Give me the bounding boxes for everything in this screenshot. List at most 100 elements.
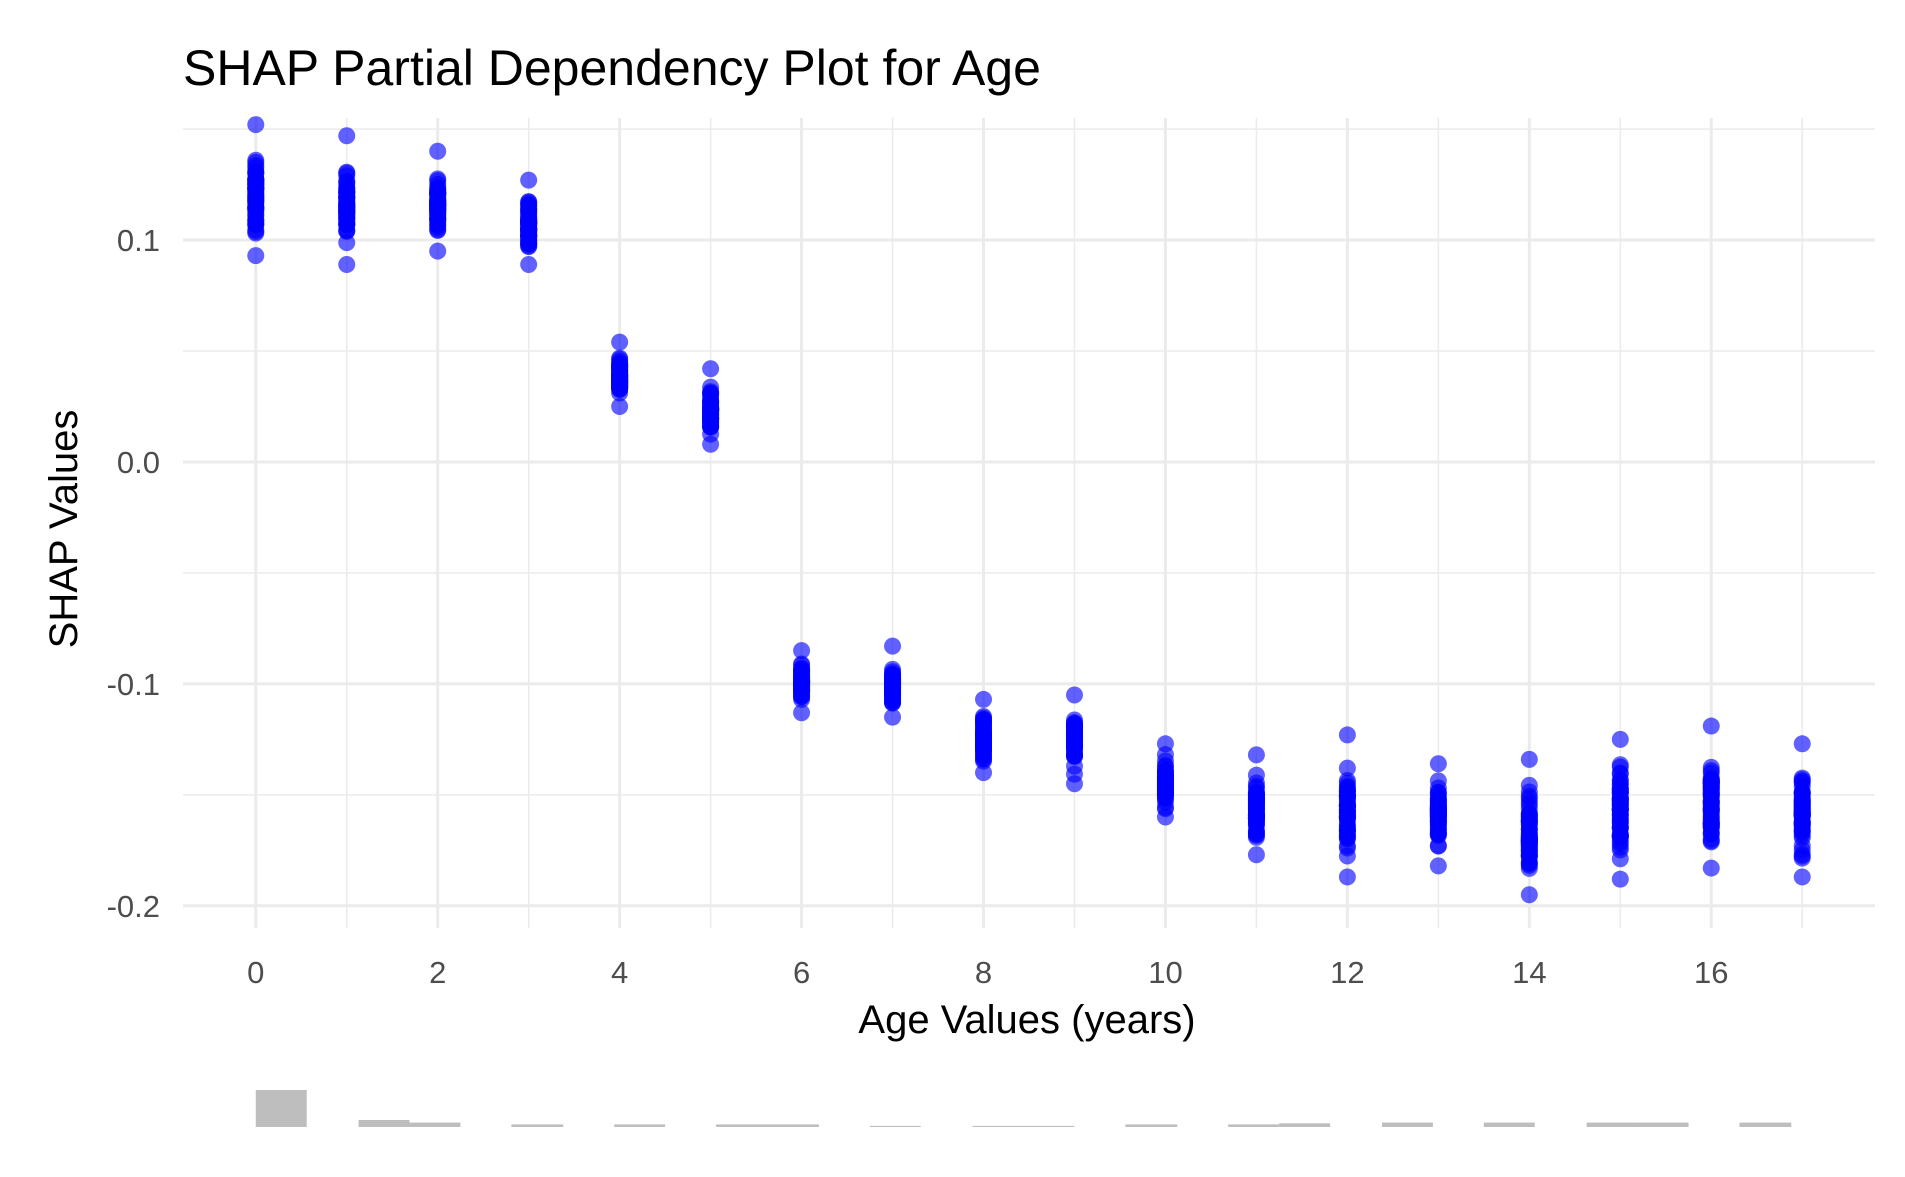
x-tick-label: 14 bbox=[1512, 955, 1546, 990]
data-point bbox=[1429, 820, 1447, 838]
histogram-bar bbox=[1279, 1123, 1331, 1127]
x-tick-label: 2 bbox=[429, 955, 446, 990]
data-point bbox=[247, 224, 265, 242]
point-column-age-9 bbox=[1065, 686, 1083, 793]
data-point bbox=[338, 198, 356, 216]
data-point bbox=[520, 255, 538, 273]
point-column-age-15 bbox=[1611, 730, 1629, 888]
data-point bbox=[884, 675, 902, 693]
data-point bbox=[247, 156, 265, 174]
data-point bbox=[1338, 726, 1356, 744]
data-point bbox=[1702, 833, 1720, 851]
data-point bbox=[1611, 780, 1629, 798]
data-point bbox=[702, 384, 720, 402]
data-point bbox=[1247, 815, 1265, 833]
histogram-bar bbox=[767, 1124, 819, 1127]
data-point bbox=[1247, 846, 1265, 864]
point-column-age-0 bbox=[247, 116, 265, 265]
histogram-bar bbox=[1381, 1122, 1433, 1127]
point-column-age-1 bbox=[338, 127, 356, 273]
data-point bbox=[884, 637, 902, 655]
data-point bbox=[1338, 759, 1356, 777]
data-point bbox=[1247, 787, 1265, 805]
data-point bbox=[1520, 827, 1538, 845]
data-point bbox=[1611, 756, 1629, 774]
age-histogram bbox=[255, 1090, 1792, 1127]
data-point bbox=[1338, 868, 1356, 886]
data-point bbox=[1429, 857, 1447, 875]
y-tick-label: 0.1 bbox=[117, 223, 160, 258]
point-column-age-7 bbox=[884, 637, 902, 726]
data-point bbox=[1429, 837, 1447, 855]
data-point bbox=[975, 728, 993, 746]
data-point bbox=[611, 367, 629, 385]
y-tick-label: -0.1 bbox=[107, 667, 160, 702]
histogram-bar bbox=[869, 1125, 921, 1127]
point-column-age-16 bbox=[1702, 717, 1720, 877]
data-point bbox=[1520, 854, 1538, 872]
point-column-age-6 bbox=[793, 642, 811, 722]
data-point bbox=[1702, 795, 1720, 813]
histogram-bar bbox=[511, 1124, 564, 1127]
data-point bbox=[520, 171, 538, 189]
data-point bbox=[1611, 730, 1629, 748]
data-point bbox=[1793, 847, 1811, 865]
histogram-bar bbox=[1637, 1122, 1689, 1127]
data-point bbox=[1429, 807, 1447, 825]
data-point bbox=[793, 677, 811, 695]
data-point bbox=[1338, 807, 1356, 825]
data-point bbox=[1065, 728, 1083, 746]
data-point bbox=[1611, 850, 1629, 868]
data-point bbox=[1338, 782, 1356, 800]
data-points bbox=[247, 116, 1811, 904]
y-tick-label: 0.0 bbox=[117, 445, 160, 480]
data-point bbox=[1429, 755, 1447, 773]
histogram-bar bbox=[1023, 1125, 1075, 1127]
data-point bbox=[1247, 746, 1265, 764]
point-column-age-8 bbox=[975, 690, 993, 782]
data-point bbox=[1611, 826, 1629, 844]
data-point bbox=[1247, 800, 1265, 818]
point-column-age-10 bbox=[1156, 735, 1174, 826]
histogram-bar bbox=[614, 1124, 666, 1127]
data-point bbox=[429, 197, 447, 215]
histogram-bar bbox=[716, 1124, 768, 1127]
data-point bbox=[1611, 870, 1629, 888]
histogram-bar bbox=[409, 1122, 461, 1127]
data-point bbox=[1065, 686, 1083, 704]
data-point bbox=[1429, 772, 1447, 790]
data-point bbox=[975, 690, 993, 708]
point-column-age-11 bbox=[1247, 746, 1265, 864]
data-point bbox=[429, 142, 447, 160]
data-point bbox=[1702, 814, 1720, 832]
data-point bbox=[611, 356, 629, 374]
data-point bbox=[1611, 805, 1629, 823]
x-tick-label: 0 bbox=[247, 955, 264, 990]
x-tick-label: 8 bbox=[975, 955, 992, 990]
data-point bbox=[611, 397, 629, 415]
data-point bbox=[702, 425, 720, 443]
data-point bbox=[520, 226, 538, 244]
data-point bbox=[1793, 868, 1811, 886]
x-axis-ticks: 0 2 4 6 8 10 12 14 16 bbox=[247, 955, 1728, 990]
data-point bbox=[1156, 788, 1174, 806]
y-tick-label: -0.2 bbox=[107, 889, 160, 924]
data-point bbox=[338, 127, 356, 145]
data-point bbox=[1793, 805, 1811, 823]
histogram-bar bbox=[1739, 1122, 1792, 1127]
data-point bbox=[338, 216, 356, 234]
data-point bbox=[1793, 829, 1811, 847]
data-point bbox=[793, 642, 811, 660]
data-point bbox=[1520, 812, 1538, 830]
histogram-bar bbox=[255, 1090, 307, 1127]
data-point bbox=[1247, 766, 1265, 784]
data-point bbox=[1338, 847, 1356, 865]
point-column-age-2 bbox=[429, 142, 447, 260]
data-point bbox=[429, 242, 447, 260]
x-tick-label: 10 bbox=[1148, 955, 1182, 990]
data-point bbox=[1520, 796, 1538, 814]
x-tick-label: 6 bbox=[793, 955, 810, 990]
x-tick-label: 12 bbox=[1330, 955, 1364, 990]
